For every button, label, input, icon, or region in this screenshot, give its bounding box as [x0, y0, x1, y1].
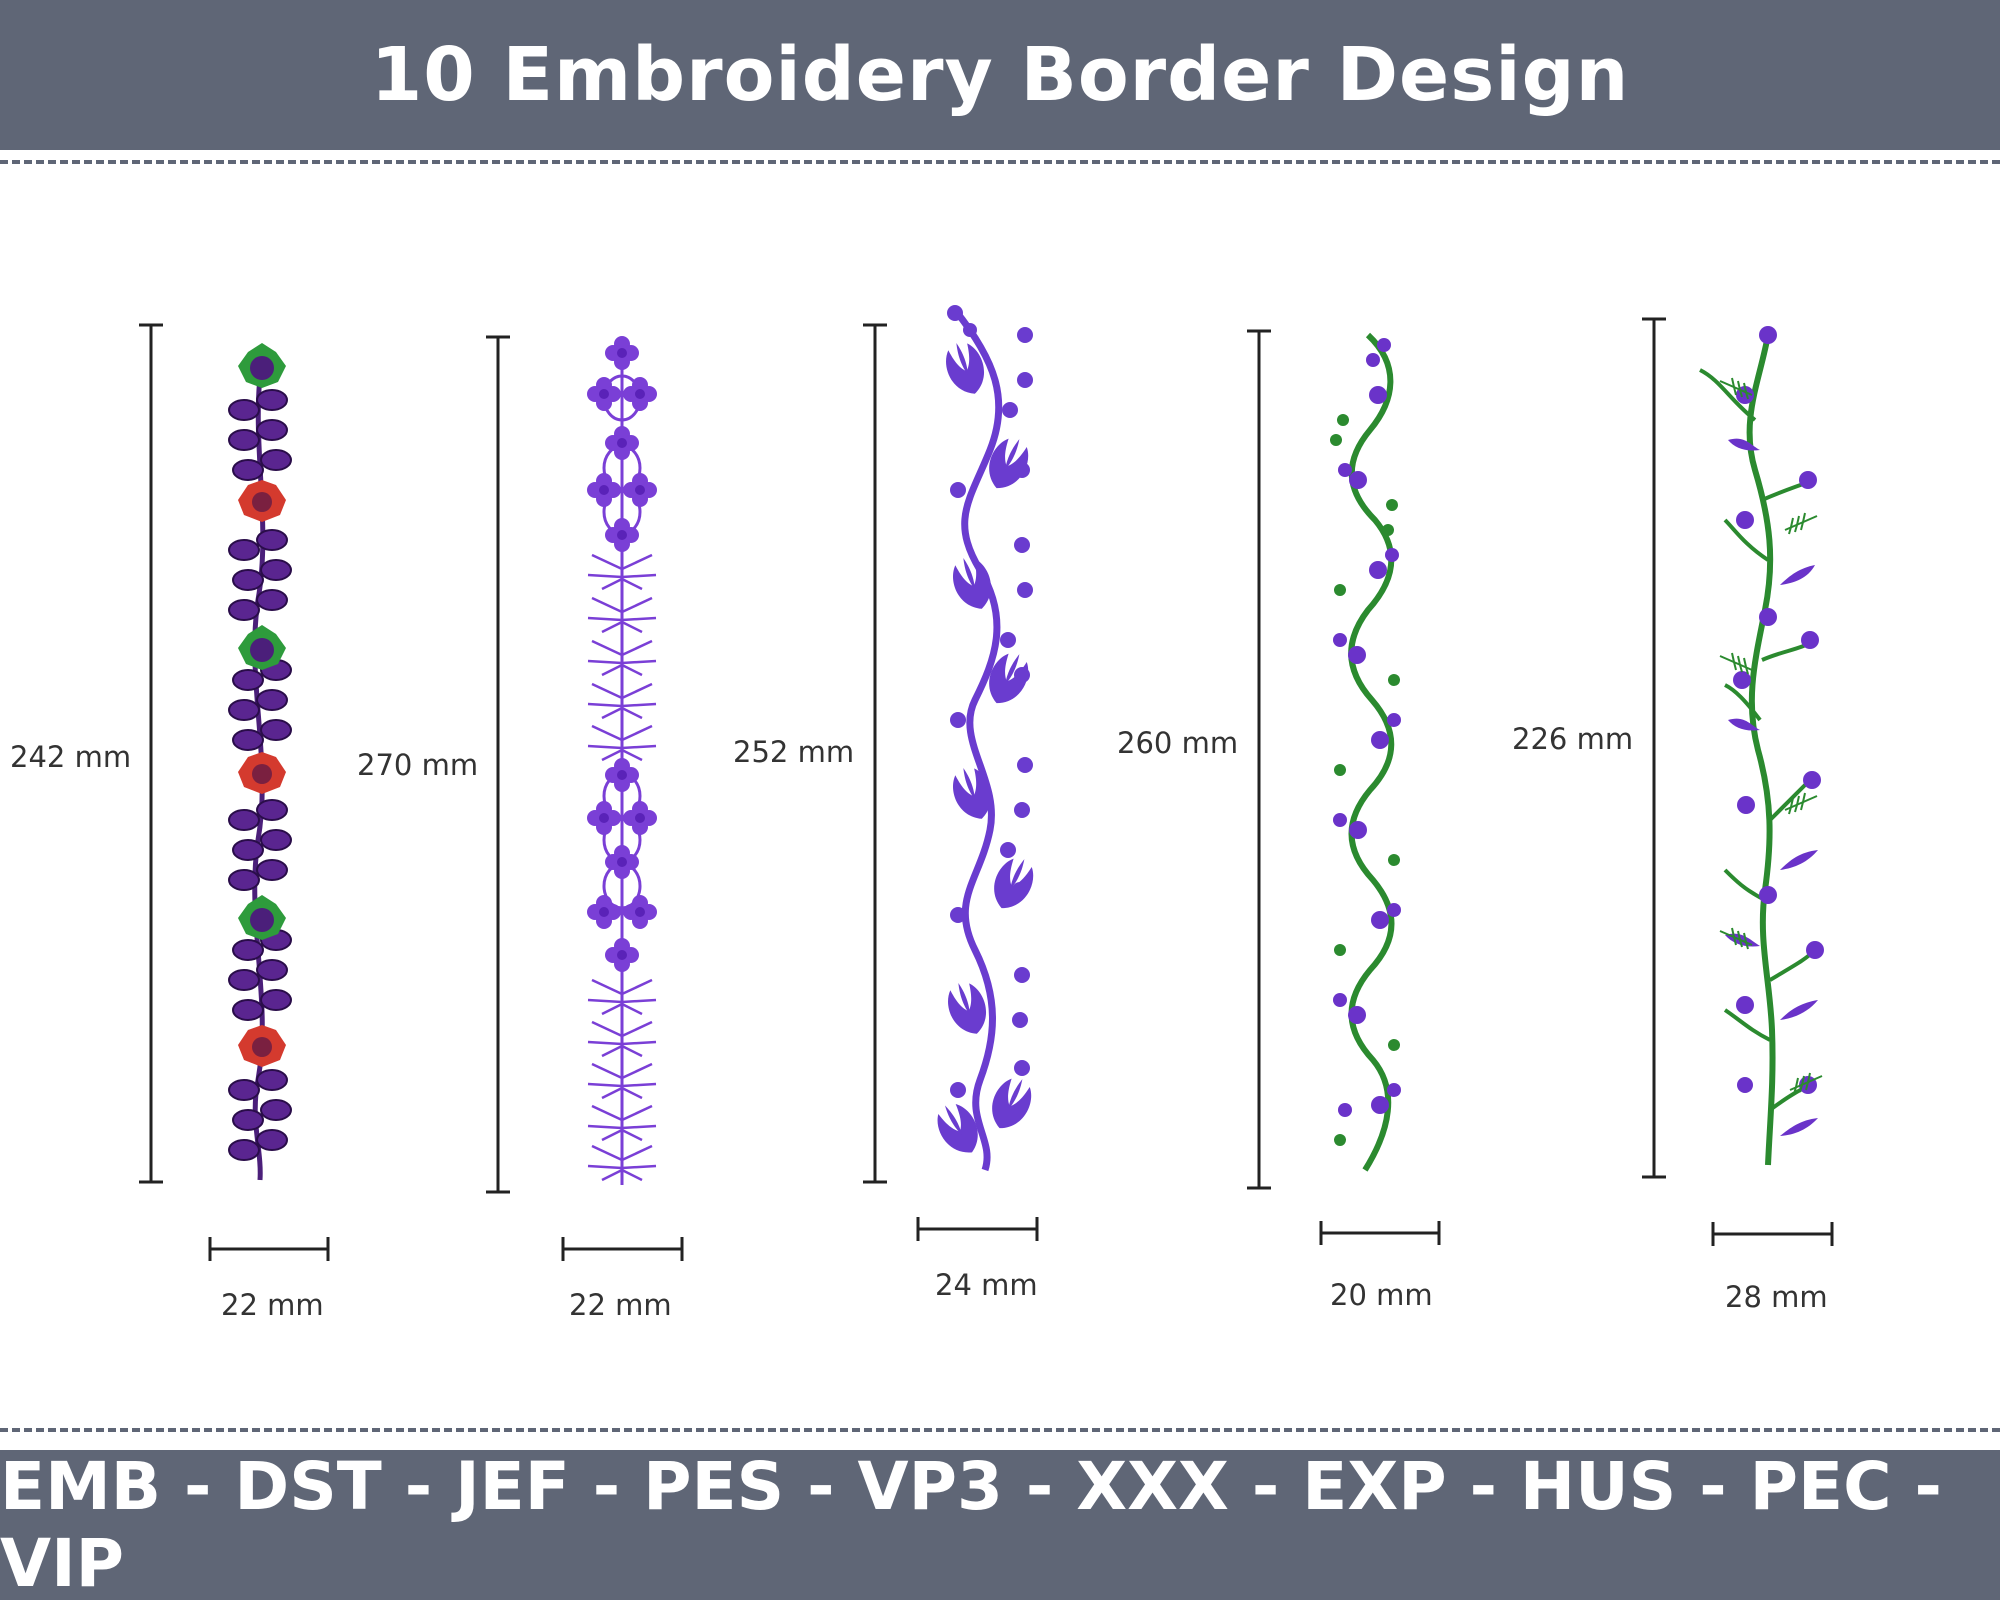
green-flowers	[238, 343, 286, 940]
design-3-tulip-vine-border	[929, 305, 1041, 1172]
top-dashed-divider	[0, 160, 2000, 164]
design-4-width-label: 20 mm	[1330, 1278, 1433, 1312]
bottom-dashed-divider	[0, 1428, 2000, 1432]
design-5-bud-stem-border	[1699, 326, 1824, 1166]
header-band	[0, 0, 2000, 150]
design-1-leafy-floral-border	[228, 343, 292, 1181]
file-formats-list: EMB - DST - JEF - PES - VP3 - XXX - EXP …	[0, 1448, 1942, 1602]
design-3-width-label: 24 mm	[935, 1268, 1038, 1302]
design-1-height-label: 242 mm	[10, 740, 132, 774]
design-2-width-label: 22 mm	[569, 1288, 672, 1322]
design-2-lace-border	[586, 336, 658, 1185]
design-2-height-label: 270 mm	[357, 748, 479, 782]
design-1-width-label: 22 mm	[221, 1288, 324, 1322]
red-flowers	[238, 480, 286, 1067]
design-4-wavy-vine-border	[1330, 332, 1401, 1172]
design-3-height-label: 252 mm	[733, 735, 855, 769]
design-5-height-label: 226 mm	[1512, 722, 1634, 756]
design-5-width-label: 28 mm	[1725, 1280, 1828, 1314]
page-title: 10 Embroidery Border Design	[370, 32, 1630, 118]
dimension-lines	[139, 317, 1834, 1261]
footer-band	[0, 1450, 2000, 1600]
design-4-height-label: 260 mm	[1117, 726, 1239, 760]
